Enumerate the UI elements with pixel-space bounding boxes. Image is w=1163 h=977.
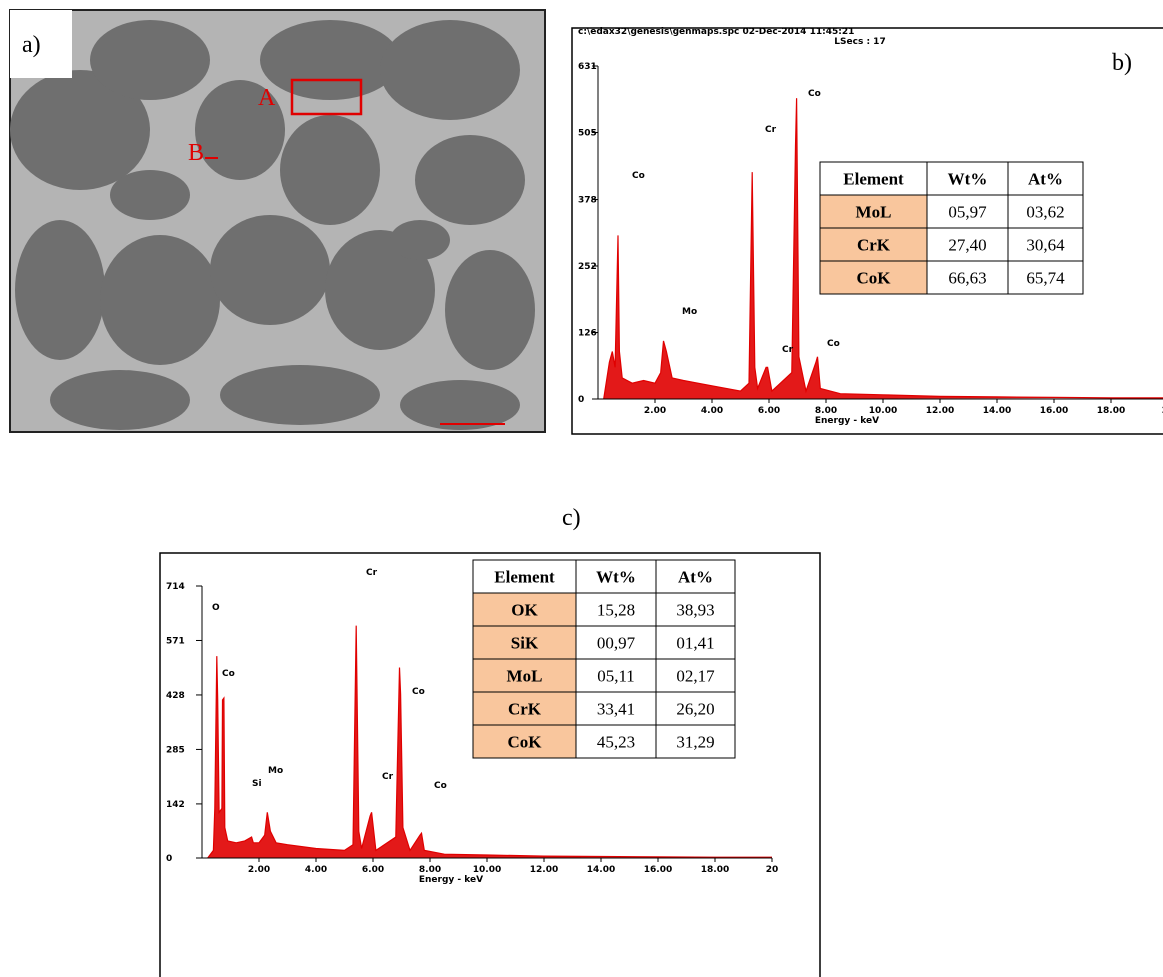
x-tick-label: 12.00 [530,865,558,875]
y-tick-label: 0 [578,395,584,405]
peak-label: Co [434,781,447,791]
table-cell-text: 31,29 [676,733,714,752]
x-axis-label: Energy - keV [419,875,483,885]
peak-label: Co [808,89,821,99]
table-cell-text: 02,17 [676,667,715,686]
table-cell-text: OK [511,601,538,620]
y-tick-label: 126 [578,329,597,339]
y-tick-label: 252 [578,262,597,272]
table-cell-text: 03,62 [1026,203,1064,222]
figure: a) A B b) c) 0 126 252 378 505 631 2.00 4.00 6.0… [0,0,1163,977]
table-cell-text: CoK [857,269,892,288]
peak-label: Mo [682,307,697,317]
table-cell-text: 38,93 [676,601,714,620]
table-cell-text: 01,41 [676,634,714,653]
panel-label: c) [562,505,581,531]
peak-label: Mo [268,766,283,776]
x-tick-label: 4.00 [305,865,327,875]
y-tick-label: 571 [166,636,185,646]
y-tick-label: 0 [166,854,172,864]
y-tick-label: 142 [166,800,185,810]
table-cell-text: 26,20 [676,700,714,719]
chart-title: c:\edax32\genesis\genmaps.spc 02-Dec-201… [578,27,854,37]
table-cell-text: 05,11 [597,667,635,686]
x-tick-label: 18.00 [1097,406,1125,416]
x-tick-label: 20 [766,865,779,875]
y-tick-label: 631 [578,62,597,72]
peak-label: Cr [382,772,394,782]
peak-label: Co [632,171,645,181]
x-tick-label: 16.00 [1040,406,1068,416]
table-cell-text: 05,97 [948,203,987,222]
table-cell-text: 00,97 [597,634,636,653]
x-tick-label: 6.00 [362,865,384,875]
table-cell-text: CrK [508,700,542,719]
table-header: Wt% [596,568,636,587]
x-tick-label: 14.00 [983,406,1011,416]
marker: B [188,140,204,166]
table-header: At% [678,568,713,587]
table-cell-text: SiK [511,634,539,653]
peak-label: Co [222,669,235,679]
table-cell-text: 30,64 [1026,236,1065,255]
y-tick-label: 714 [166,582,185,592]
table-cell-text: 65,74 [1026,269,1065,288]
table-header: Wt% [948,170,988,189]
peak-label: Co [412,687,425,697]
peak-label: Co [827,339,840,349]
peak-label: Cr [765,125,777,135]
table-cell-text: CoK [508,733,543,752]
x-tick-label: 2.00 [248,865,270,875]
y-tick-label: 505 [578,128,597,138]
panel-label: b) [1112,50,1132,76]
table-cell-text: 33,41 [597,700,635,719]
table-cell-text: 15,28 [597,601,635,620]
x-tick-label: 8.00 [419,865,441,875]
x-tick-label: 8.00 [815,406,837,416]
table-cell-text: 45,23 [597,733,635,752]
chart-subtitle: LSecs : 17 [834,37,885,47]
x-tick-label: 18.00 [701,865,729,875]
sem-image: a) A B [10,10,545,432]
table-cell-text: MoL [507,667,543,686]
x-tick-label: 4.00 [701,406,723,416]
table-cell-text: CrK [857,236,891,255]
x-tick-label: 6.00 [758,406,780,416]
table-header: At% [1028,170,1063,189]
panel-label: a) [22,32,41,58]
peak-label: Cr [782,345,794,355]
x-tick-label: 14.00 [587,865,615,875]
table-cell-text: MoL [856,203,892,222]
peak-label: Cr [366,568,378,578]
table-header: Element [843,170,904,189]
peak-label: Si [252,779,262,789]
x-tick-label: 2.00 [644,406,666,416]
table-cell-text: 27,40 [948,236,986,255]
table-header: Element [494,568,555,587]
table-cell-text: 66,63 [948,269,986,288]
y-tick-label: 378 [578,196,597,206]
marker: A [258,85,276,111]
x-axis-label: Energy - keV [815,416,879,426]
x-tick-label: 16.00 [644,865,672,875]
page: {"panel_labels":["a)","b)","c)"], "sem":… [0,0,1163,977]
x-tick-label: 10.00 [869,406,897,416]
label-box [10,10,72,78]
peak-label: O [212,603,220,613]
y-tick-label: 428 [166,691,185,701]
x-tick-label: 12.00 [926,406,954,416]
x-tick-label: 10.00 [473,865,501,875]
y-tick-label: 285 [166,745,185,755]
